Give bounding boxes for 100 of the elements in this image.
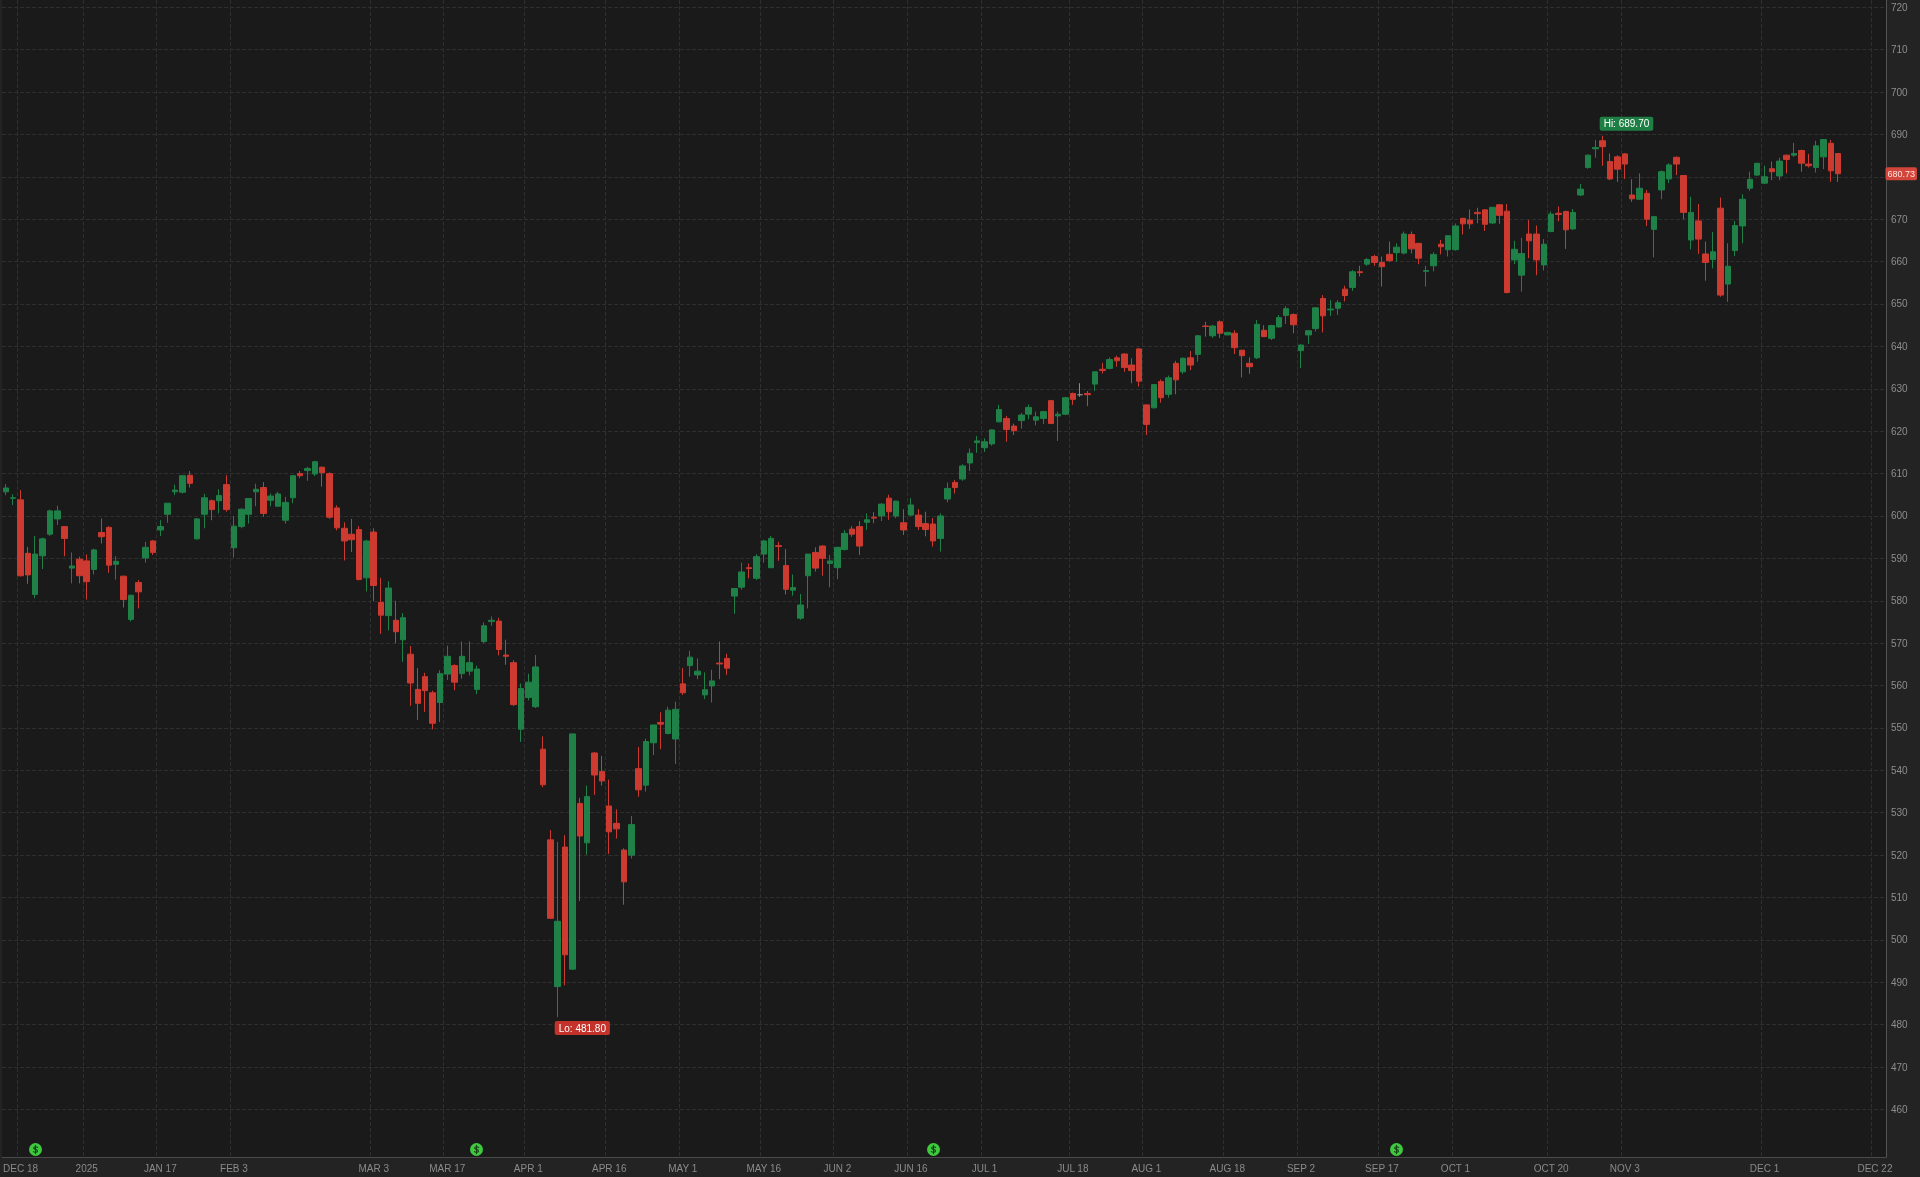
- y-tick-label: 560: [1891, 680, 1909, 692]
- y-tick-label: 620: [1891, 425, 1909, 437]
- candlestick: [1423, 265, 1429, 288]
- candlestick: [1680, 174, 1687, 220]
- candlestick: [1290, 312, 1297, 334]
- candlestick: [297, 470, 303, 479]
- y-tick-label: 660: [1891, 256, 1909, 268]
- candlestick: [871, 511, 877, 524]
- y-tick-label: 500: [1891, 934, 1909, 946]
- candlestick: [996, 404, 1002, 423]
- candlestick: [1320, 294, 1326, 333]
- candlestick: [164, 502, 171, 524]
- candlestick: [69, 551, 75, 584]
- candlestick: [1710, 231, 1716, 269]
- y-tick-label: 460: [1891, 1104, 1909, 1116]
- candlestick: [1077, 382, 1083, 398]
- candlestick: [194, 517, 200, 541]
- candlestick: [370, 527, 377, 602]
- candlestick: [488, 615, 495, 627]
- candlestick: [1357, 265, 1363, 277]
- candlestick: [1180, 356, 1186, 375]
- annotation: Lo: 481.80: [558, 1022, 607, 1034]
- candlestick: [1217, 320, 1223, 339]
- candlestick: [628, 815, 635, 860]
- y-tick-label: 550: [1891, 722, 1909, 734]
- candlestick: [797, 593, 804, 621]
- candlestick: [1747, 171, 1753, 192]
- candlestick: [503, 639, 509, 666]
- candlestick: [635, 746, 642, 798]
- x-tick-label: OCT 20: [1533, 1162, 1570, 1174]
- candlestick: [709, 669, 715, 704]
- candlestick: [1717, 197, 1724, 298]
- candlestick: [687, 650, 693, 678]
- annotation: 680.73: [1887, 168, 1915, 179]
- x-tick-label: NOV 3: [1609, 1162, 1641, 1174]
- candlestick: [223, 474, 230, 513]
- y-tick-label: 530: [1891, 807, 1909, 819]
- candlestick: [569, 733, 576, 971]
- candlestick: [783, 548, 789, 595]
- candlestick: [1254, 319, 1260, 360]
- candlestick: [1143, 403, 1150, 436]
- candlestick: [1548, 211, 1554, 233]
- candlestick: [1695, 203, 1702, 255]
- candlestick: [1651, 215, 1657, 258]
- candlestick: [1239, 349, 1245, 378]
- candlestick: [1349, 269, 1356, 292]
- candlestick: [554, 841, 561, 1018]
- candlestick: [393, 600, 399, 644]
- candlestick: [260, 481, 267, 518]
- y-tick-label: 650: [1891, 298, 1909, 310]
- candlestick: [1246, 356, 1253, 375]
- x-tick-label: FEB 3: [220, 1162, 249, 1174]
- candlestick: [790, 573, 796, 597]
- candlestick: [3, 483, 9, 496]
- candlestick: [738, 562, 745, 591]
- candlestick: [135, 579, 142, 609]
- candlestick: [1261, 324, 1267, 338]
- x-tick-label: DEC 22: [1857, 1162, 1893, 1174]
- candlestick: [120, 575, 127, 609]
- candlestick: [1342, 285, 1348, 302]
- candlestick: [1165, 375, 1172, 399]
- candlestick: [1754, 162, 1760, 177]
- candlestick: [363, 539, 370, 592]
- candlestick: [864, 512, 870, 531]
- x-tick-label: AUG 1: [1131, 1162, 1162, 1174]
- candlestick: [1592, 139, 1599, 159]
- y-tick-label: 490: [1891, 976, 1909, 988]
- candlestick: [1305, 330, 1312, 345]
- candlestick: [540, 735, 546, 788]
- candlestick: [1702, 241, 1709, 282]
- candlestick: [1688, 196, 1694, 250]
- x-tick-label: JAN 17: [143, 1162, 178, 1174]
- candlestick: [1776, 157, 1783, 181]
- candlestick: [1769, 161, 1775, 181]
- candlestick: [1158, 378, 1164, 404]
- candlestick: [1725, 242, 1731, 303]
- candlestick: [952, 479, 958, 494]
- candlestick: [1070, 392, 1076, 406]
- candlestick: [1092, 371, 1098, 392]
- candlestick: [1173, 360, 1179, 395]
- y-tick-label: 540: [1891, 764, 1909, 776]
- candlestick: [1106, 356, 1113, 370]
- candlestick: [1783, 154, 1790, 174]
- candlestick: [893, 500, 899, 519]
- y-tick-label: 480: [1891, 1019, 1909, 1031]
- candlestick: [1599, 135, 1606, 167]
- y-tick-label: 580: [1891, 595, 1909, 607]
- candlestick: [1386, 241, 1393, 263]
- annotation: Hi: 689.70: [1603, 118, 1650, 130]
- candlestick: [584, 785, 590, 856]
- candlestick: [1195, 334, 1201, 363]
- x-tick-label: MAR 3: [358, 1162, 390, 1174]
- candlestick: [731, 587, 738, 615]
- candlestick: [959, 463, 966, 482]
- y-tick-label: 690: [1891, 128, 1909, 140]
- candlestick: [187, 470, 193, 489]
- candlestick: [937, 512, 944, 553]
- x-tick-label: MAY 16: [746, 1162, 782, 1174]
- candlestick: [694, 657, 701, 680]
- candlestick: [407, 645, 414, 707]
